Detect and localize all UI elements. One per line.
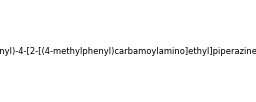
Text: N-(4-methylphenyl)-4-[2-[(4-methylphenyl)carbamoylamino]ethyl]piperazine-1-carbo: N-(4-methylphenyl)-4-[2-[(4-methylphenyl… — [0, 47, 256, 55]
